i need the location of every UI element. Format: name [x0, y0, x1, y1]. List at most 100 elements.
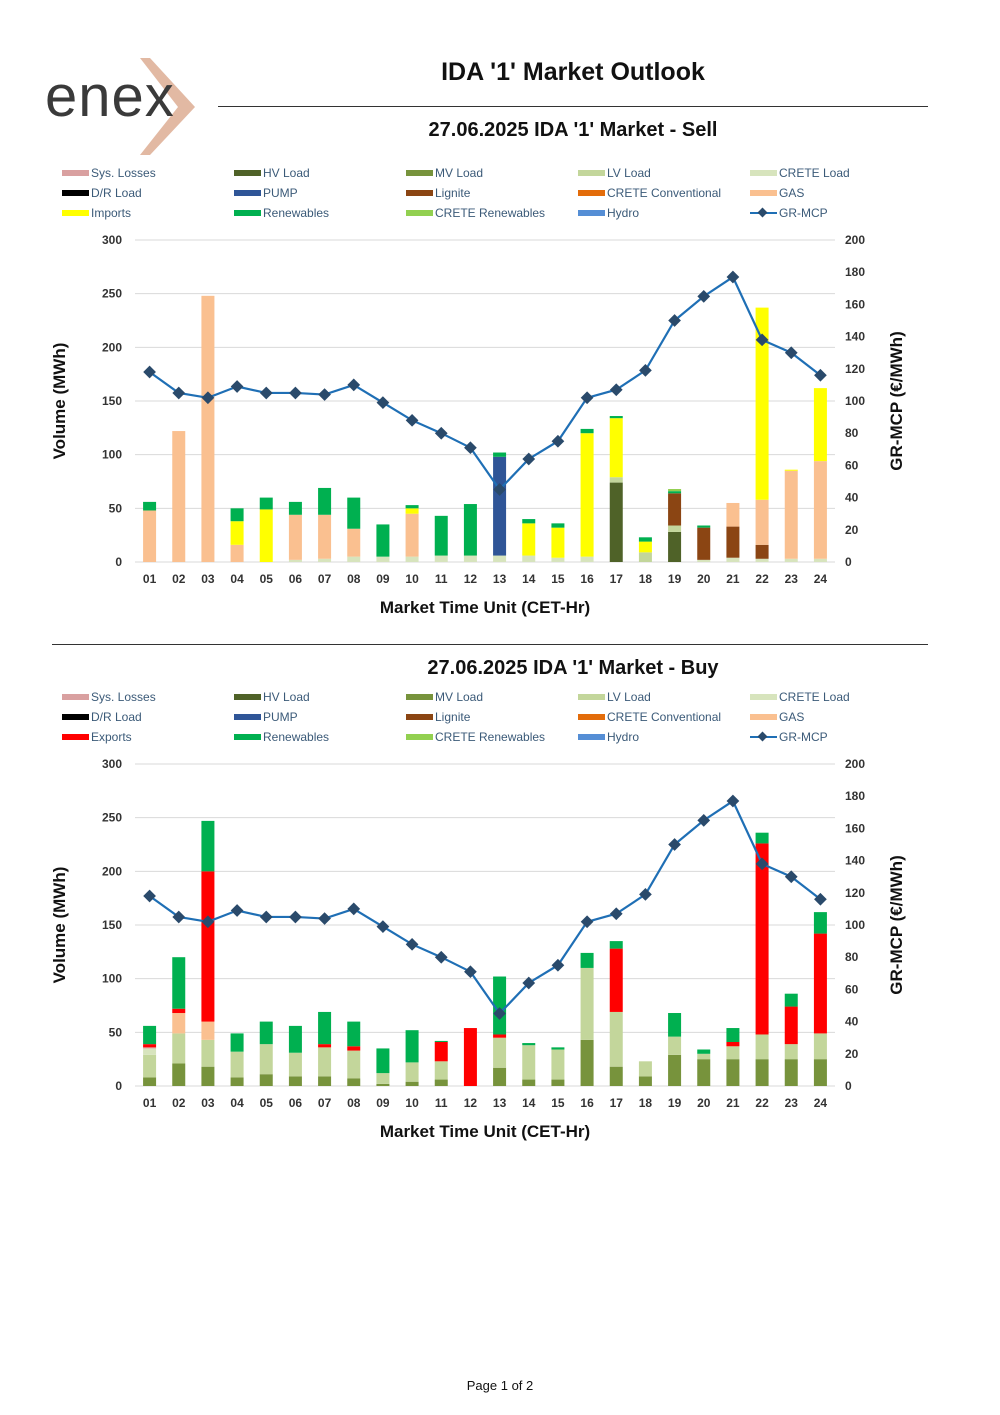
bar-segment — [493, 1067, 507, 1086]
legend-label: Hydro — [607, 730, 640, 744]
bar-segment — [668, 1054, 682, 1086]
legend-swatch — [750, 190, 777, 196]
bar-segment — [143, 501, 157, 511]
bar-segment — [318, 1076, 332, 1086]
y2-axis-title: GR-MCP (€/MWh) — [887, 855, 906, 994]
bar-segment — [259, 1074, 273, 1086]
bar-segment — [551, 1079, 565, 1086]
bar-segment — [376, 1048, 390, 1074]
y2-tick-label: 180 — [845, 265, 865, 279]
bar-segment — [522, 523, 536, 556]
bar-segment — [259, 497, 273, 510]
x-tick-label: 24 — [814, 1096, 828, 1110]
y2-tick-label: 140 — [845, 330, 865, 344]
bar-segment — [813, 912, 827, 934]
y2-tick-label: 200 — [845, 757, 865, 771]
bar-segment — [259, 509, 273, 562]
y-tick-label: 150 — [102, 394, 122, 408]
bar-segment — [784, 1006, 798, 1045]
bar-segment — [609, 482, 623, 562]
bar-segment — [288, 1025, 302, 1053]
bar-segment — [463, 555, 477, 562]
bar-segment — [143, 1054, 157, 1078]
gr-mcp-marker — [172, 386, 186, 400]
y2-tick-label: 120 — [845, 886, 865, 900]
bar-segment — [551, 1047, 565, 1050]
bar-segment — [493, 456, 507, 556]
bar-segment — [609, 416, 623, 419]
bar-segment — [755, 1059, 769, 1086]
bar-segment — [726, 1028, 740, 1042]
gr-mcp-marker — [580, 915, 594, 929]
bar-segment — [493, 976, 507, 1035]
bar-segment — [726, 1046, 740, 1060]
legend-swatch — [62, 734, 89, 740]
x-tick-label: 16 — [580, 1096, 594, 1110]
x-tick-label: 02 — [172, 572, 186, 586]
buy-legend: Sys. Losses HV Load MV Load LV Load CRETE Lo… — [62, 689, 922, 745]
y-axis-title: Volume (MWh) — [50, 343, 69, 460]
bar-segment — [609, 477, 623, 483]
y-tick-label: 100 — [102, 448, 122, 462]
legend-label: MV Load — [435, 166, 484, 180]
bar-segment — [230, 521, 244, 545]
y2-tick-label: 120 — [845, 362, 865, 376]
x-tick-label: 22 — [755, 572, 769, 586]
legend-item: CRETE Renewables — [406, 729, 578, 745]
bar-segment — [318, 1011, 332, 1045]
y2-axis-title: GR-MCP (€/MWh) — [887, 331, 906, 470]
x-tick-label: 13 — [493, 572, 507, 586]
x-tick-label: 03 — [201, 572, 215, 586]
bar-segment — [230, 544, 244, 562]
bar-segment — [813, 388, 827, 462]
bar-segment — [551, 1049, 565, 1080]
gr-mcp-marker — [201, 915, 215, 929]
legend-label: CRETE Load — [779, 690, 850, 704]
buy-chart: 3002502001501005002001801601401201008060… — [50, 757, 906, 1141]
buy-chart-title: 27.06.2025 IDA '1' Market - Buy — [427, 657, 719, 679]
bar-segment — [347, 1021, 361, 1047]
legend-item: Exports — [62, 729, 234, 745]
x-tick-label: 08 — [347, 1096, 361, 1110]
bar-segment — [755, 307, 769, 500]
bar-segment — [813, 558, 827, 562]
bar-segment — [288, 559, 302, 562]
bar-segment — [230, 1033, 244, 1052]
x-tick-label: 11 — [435, 1096, 448, 1110]
bar-segment — [405, 508, 419, 514]
bar-segment — [376, 556, 390, 562]
gr-mcp-marker — [230, 380, 244, 393]
bar-segment — [697, 559, 711, 562]
y-tick-label: 300 — [102, 233, 122, 247]
legend-swatch — [62, 714, 89, 720]
bar-segment — [143, 1025, 157, 1045]
bar-segment — [347, 1046, 361, 1051]
gr-mcp-line — [148, 799, 822, 1016]
page-title: IDA '1' Market Outlook — [441, 58, 705, 86]
bar-segment — [434, 515, 448, 556]
legend-item: GR-MCP — [750, 729, 922, 745]
legend-swatch — [234, 694, 261, 700]
legend-swatch — [234, 714, 261, 720]
legend-item: PUMP — [234, 185, 406, 201]
bar-segment — [755, 1034, 769, 1060]
bar-segment — [405, 1030, 419, 1063]
gr-mcp-marker — [172, 910, 186, 924]
bar-segment — [522, 519, 536, 524]
legend-item: CRETE Load — [750, 165, 922, 181]
bar-segment — [230, 1077, 244, 1086]
y2-tick-label: 0 — [845, 555, 852, 569]
x-tick-label: 06 — [289, 1096, 303, 1110]
legend-item: CRETE Conventional — [578, 709, 750, 725]
bar-segment — [318, 1047, 332, 1077]
bar-segment — [405, 556, 419, 562]
x-tick-label: 18 — [639, 1096, 653, 1110]
legend-label: Lignite — [435, 710, 471, 724]
y2-tick-label: 20 — [845, 1047, 859, 1061]
bar-segment — [318, 514, 332, 559]
bar-segment — [201, 820, 215, 872]
bar-segment — [551, 557, 565, 562]
logo-chevron-mark — [140, 58, 195, 155]
x-tick-label: 23 — [785, 1096, 799, 1110]
bar-segment — [143, 1077, 157, 1086]
